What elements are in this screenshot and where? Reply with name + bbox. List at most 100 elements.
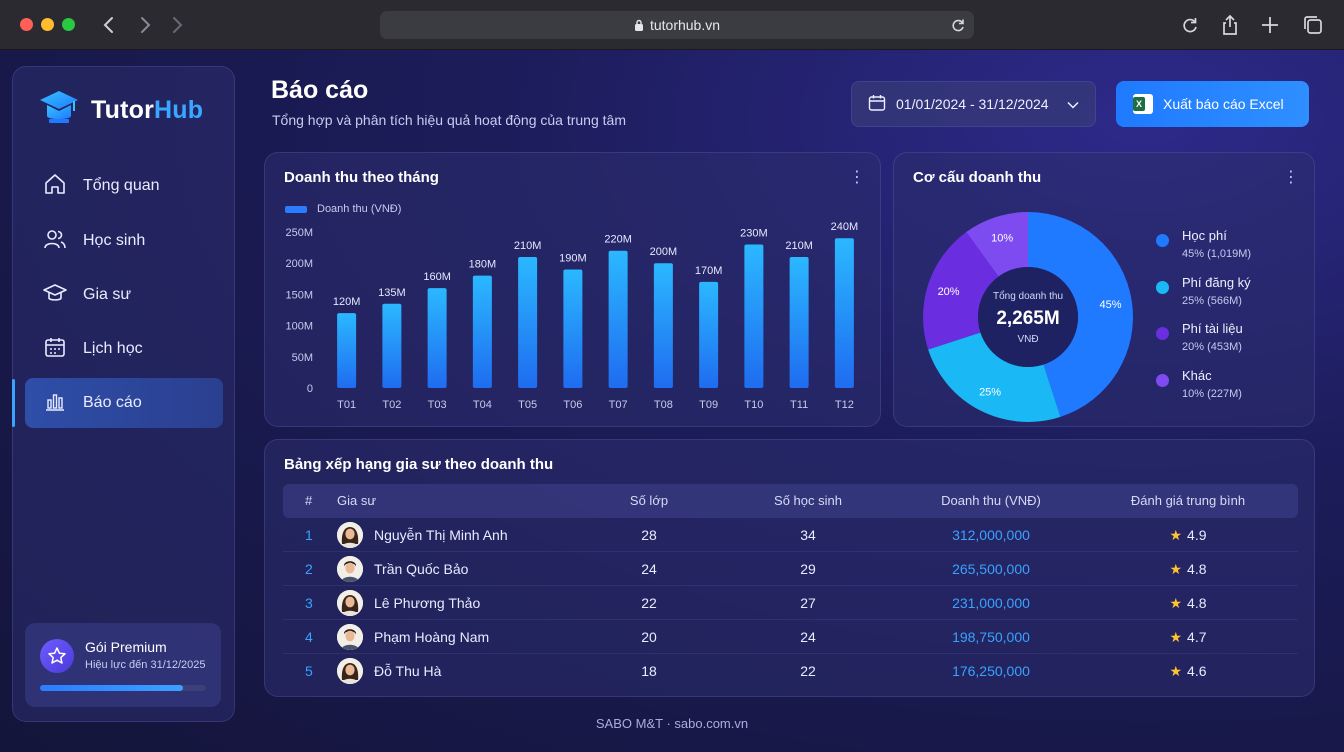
legend-name: Phí đăng ký <box>1182 275 1251 290</box>
column-header: Đánh giá trung bình <box>1130 493 1246 508</box>
table-row[interactable]: 3 Lê Phương Thảo 22 27 231,000,000 ★ 4.8 <box>283 586 1298 620</box>
tutor-name-cell: Phạm Hoàng Nam <box>374 629 490 645</box>
star-icon: ★ <box>1169 561 1183 577</box>
star-icon: ★ <box>1169 595 1183 611</box>
premium-card[interactable]: Gói Premium Hiệu lực đến 31/12/2025 <box>25 623 221 707</box>
bar-t07[interactable] <box>608 250 628 388</box>
premium-progress <box>40 685 206 691</box>
x-tick-label: T09 <box>699 399 718 411</box>
bar-t05[interactable] <box>518 256 538 388</box>
brand-name-hub: Hub <box>154 96 204 124</box>
slice-percent-label: 10% <box>991 233 1013 245</box>
donut-slice-3[interactable] <box>923 232 999 350</box>
column-header: Doanh thu (VNĐ) <box>941 493 1041 508</box>
graduation-cap-logo-icon <box>39 89 79 132</box>
revenue-chart-title: Doanh thu theo tháng <box>284 169 439 186</box>
classes-cell: 22 <box>641 595 657 611</box>
bar-t10[interactable] <box>744 244 764 388</box>
premium-star-icon <box>40 639 74 673</box>
date-range-picker[interactable]: 01/01/2024 - 31/12/2024 <box>851 81 1096 127</box>
students-cell: 22 <box>800 663 816 679</box>
donut-slice-2[interactable] <box>928 332 1061 422</box>
next-icon[interactable] <box>165 12 189 38</box>
bar-value-label: 170M <box>695 265 723 277</box>
table-row[interactable]: 1 Nguyễn Thị Minh Anh 28 34 312,000,000 ★ 4.9 <box>283 518 1298 552</box>
table-row[interactable]: 4 Phạm Hoàng Nam 20 24 198,750,000 ★ 4.7 <box>283 620 1298 654</box>
classes-cell: 28 <box>641 527 657 543</box>
bar-t03[interactable] <box>427 288 447 388</box>
brand-logo[interactable]: TutorHub <box>39 89 203 132</box>
bar-t08[interactable] <box>653 263 673 388</box>
students-cell: 27 <box>800 595 816 611</box>
sidebar-item-tutors[interactable]: Gia sư <box>25 270 223 320</box>
lock-icon <box>634 12 644 40</box>
bar-chart-icon <box>43 389 67 418</box>
app-root: TutorHub Tổng quan Học sinh Gia sư Lịch … <box>0 50 1344 752</box>
more-options-icon[interactable]: ⋮ <box>1283 169 1299 186</box>
bar-t12[interactable] <box>834 238 854 388</box>
legend-dot <box>1156 281 1169 294</box>
back-icon[interactable] <box>97 12 121 38</box>
export-label: Xuất báo cáo Excel <box>1163 96 1284 112</box>
more-options-icon[interactable]: ⋮ <box>849 169 865 186</box>
chart-legend: Doanh thu (VNĐ) <box>285 203 401 215</box>
address-bar[interactable]: tutorhub.vn <box>380 11 974 39</box>
bar-t01[interactable] <box>337 313 357 388</box>
donut-slice-4[interactable] <box>966 212 1028 277</box>
bar-t02[interactable] <box>382 303 402 388</box>
sidebar-item-schedule[interactable]: Lịch học <box>25 324 223 374</box>
sidebar-item-overview[interactable]: Tổng quan <box>25 161 223 211</box>
x-tick-label: T02 <box>382 399 401 411</box>
new-tab-icon[interactable] <box>1257 12 1283 38</box>
donut-slice-1[interactable] <box>1028 212 1133 417</box>
bar-t04[interactable] <box>472 275 492 388</box>
minimize-window-button[interactable] <box>41 18 54 31</box>
legend-value: 10% (227M) <box>1182 388 1242 400</box>
star-icon: ★ <box>1169 629 1183 645</box>
bar-value-label: 240M <box>831 221 859 233</box>
classes-cell: 20 <box>641 629 657 645</box>
students-cell: 24 <box>800 629 816 645</box>
close-window-button[interactable] <box>20 18 33 31</box>
export-excel-button[interactable]: X Xuất báo cáo Excel <box>1116 81 1309 127</box>
calendar-icon <box>43 335 67 364</box>
sidebar-item-students[interactable]: Học sinh <box>25 216 223 266</box>
tutor-name-cell: Nguyễn Thị Minh Anh <box>374 527 508 543</box>
forward-icon[interactable] <box>133 12 157 38</box>
bar-value-label: 200M <box>650 246 678 258</box>
legend-name: Phí tài liệu <box>1182 321 1243 336</box>
bar-value-label: 120M <box>333 296 361 308</box>
bar-t06[interactable] <box>563 269 583 388</box>
table-row[interactable]: 5 Đỗ Thu Hà 18 22 176,250,000 ★ 4.6 <box>283 654 1298 688</box>
maximize-window-button[interactable] <box>62 18 75 31</box>
legend-dot <box>1156 374 1169 387</box>
legend-name: Học phí <box>1182 228 1227 243</box>
rating-cell: ★ 4.7 <box>1113 620 1263 654</box>
table-row[interactable]: 2 Trần Quốc Bảo 24 29 265,500,000 ★ 4.8 <box>283 552 1298 586</box>
refresh-icon[interactable] <box>1177 12 1203 38</box>
bar-value-label: 210M <box>785 240 813 252</box>
bar-value-label: 160M <box>423 271 451 283</box>
users-icon <box>43 227 67 256</box>
sidebar-item-reports[interactable]: Báo cáo <box>25 378 223 428</box>
url-text: tutorhub.vn <box>649 17 721 33</box>
x-tick-label: T04 <box>473 399 492 411</box>
share-icon[interactable] <box>1217 12 1243 38</box>
star-icon: ★ <box>1169 527 1183 543</box>
browser-chrome: tutorhub.vn <box>0 0 1344 50</box>
bar-t09[interactable] <box>699 281 719 388</box>
sidebar: TutorHub Tổng quan Học sinh Gia sư Lịch … <box>12 66 235 722</box>
reload-icon[interactable] <box>950 11 966 48</box>
premium-expiry: Hiệu lực đến 31/12/2025 <box>85 659 206 671</box>
home-icon <box>43 172 67 201</box>
bar-t11[interactable] <box>789 256 809 388</box>
slice-percent-label: 20% <box>938 286 960 298</box>
rating-value: 4.8 <box>1187 595 1207 611</box>
students-cell: 29 <box>800 561 816 577</box>
legend-dot <box>1156 234 1169 247</box>
tabs-overview-icon[interactable] <box>1300 12 1326 38</box>
x-tick-label: T10 <box>744 399 763 411</box>
slice-percent-label: 45% <box>1099 299 1121 311</box>
footer-credit: SABO M&T · sabo.com.vn <box>595 716 749 731</box>
avatar <box>337 522 363 548</box>
